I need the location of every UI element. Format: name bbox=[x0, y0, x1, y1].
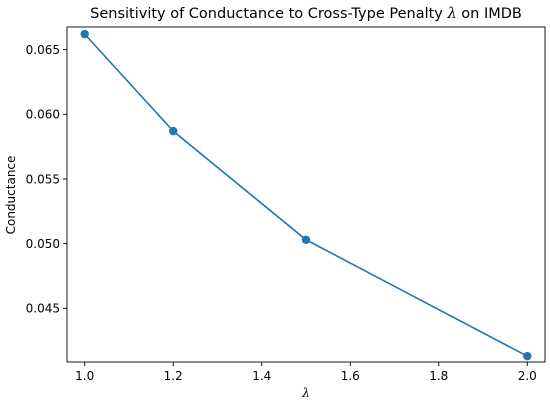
data-point bbox=[523, 351, 532, 361]
plot-frame bbox=[66, 26, 546, 363]
x-axis-label: λ bbox=[301, 386, 310, 400]
x-tick-label: 1.2 bbox=[164, 369, 183, 383]
y-tick-label: 0.055 bbox=[26, 172, 60, 186]
y-tick-label: 0.045 bbox=[26, 302, 60, 316]
chart-title: Sensitivity of Conductance to Cross-Type… bbox=[90, 6, 522, 22]
y-tick-label: 0.050 bbox=[26, 237, 60, 251]
data-point bbox=[80, 29, 89, 39]
y-axis: 0.045 0.050 0.055 0.060 0.065 bbox=[26, 43, 67, 316]
x-axis: 1.0 1.2 1.4 1.6 1.8 2.0 bbox=[75, 362, 537, 383]
x-tick-label: 2.0 bbox=[518, 369, 537, 383]
series bbox=[80, 29, 532, 361]
series-line bbox=[84, 33, 528, 357]
data-point bbox=[169, 126, 178, 136]
x-tick-label: 1.6 bbox=[341, 369, 360, 383]
x-tick-label: 1.0 bbox=[75, 369, 94, 383]
y-tick-label: 0.060 bbox=[26, 108, 60, 122]
data-point bbox=[301, 235, 311, 244]
y-tick-label: 0.065 bbox=[26, 43, 60, 57]
y-axis-label: Conductance bbox=[4, 156, 18, 235]
x-tick-label: 1.8 bbox=[429, 369, 448, 383]
x-tick-label: 1.4 bbox=[252, 369, 271, 383]
